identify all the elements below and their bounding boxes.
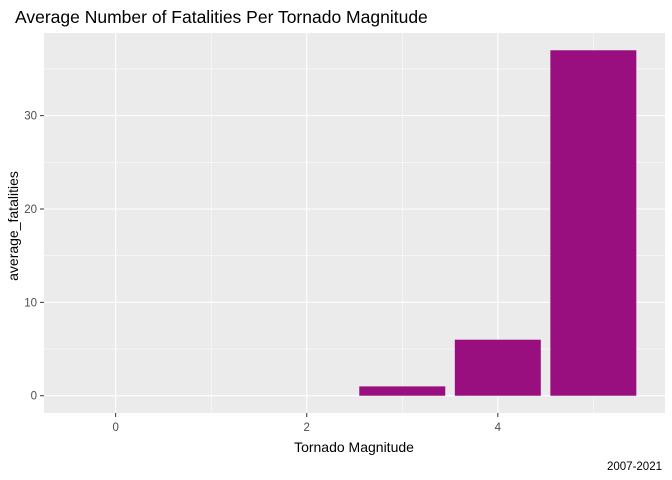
- chart-caption: 2007-2021: [607, 461, 662, 473]
- bars: [359, 50, 637, 396]
- y-axis-title: average_fatalities: [5, 171, 21, 281]
- bar: [550, 50, 637, 396]
- y-axis: 0 10 20 30: [24, 111, 44, 403]
- x-tick-label: 4: [495, 422, 502, 434]
- x-axis-title: Tornado Magnitude: [294, 439, 414, 455]
- bar: [454, 339, 541, 396]
- bar: [359, 386, 446, 396]
- y-tick-label: 20: [24, 204, 37, 216]
- y-tick-label: 30: [24, 111, 37, 123]
- y-tick-label: 10: [24, 297, 37, 309]
- x-axis: 0 2 4: [112, 413, 502, 434]
- y-tick-label: 0: [31, 391, 37, 403]
- chart-title: Average Number of Fatalities Per Tornado…: [15, 7, 428, 27]
- x-tick-label: 0: [112, 422, 118, 434]
- x-tick-label: 2: [304, 422, 310, 434]
